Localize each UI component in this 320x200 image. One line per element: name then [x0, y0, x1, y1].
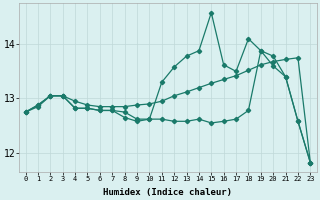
X-axis label: Humidex (Indice chaleur): Humidex (Indice chaleur) — [103, 188, 232, 197]
